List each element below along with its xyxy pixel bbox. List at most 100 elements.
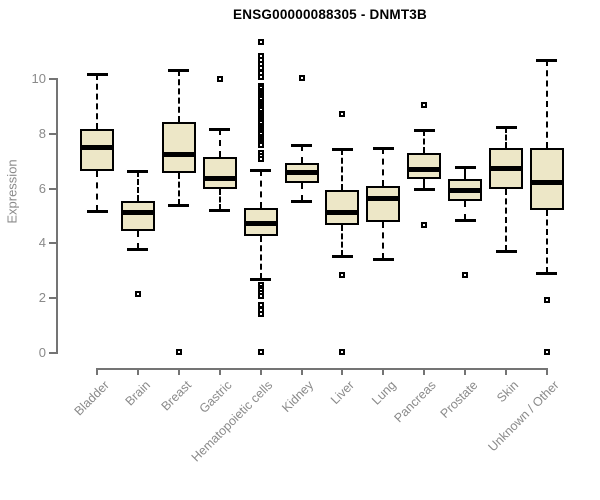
outlier-hematopoietic-cells — [257, 155, 264, 162]
cap-upper-liver — [331, 148, 353, 152]
cap-lower-liver — [331, 255, 353, 259]
whisker-upper-hematopoietic-cells — [259, 169, 262, 209]
cap-lower-prostate — [454, 219, 476, 223]
outlier-liver — [339, 349, 346, 355]
whisker-lower-bladder — [96, 171, 98, 211]
box-gastric — [202, 157, 237, 189]
whisker-upper-bladder — [96, 73, 98, 129]
outlier-hematopoietic-cells — [257, 73, 264, 80]
y-tick-mark — [49, 352, 56, 354]
x-tick-mark-gastric — [218, 368, 221, 375]
median-hematopoietic-cells — [243, 220, 278, 226]
cap-upper-breast — [168, 68, 190, 72]
whisker-lower-lung — [382, 221, 385, 259]
cap-upper-hematopoietic-cells — [250, 168, 272, 172]
whisker-lower-kidney — [300, 183, 303, 202]
cap-lower-gastric — [209, 208, 231, 212]
cap-lower-lung — [372, 257, 394, 261]
cap-lower-unknown-other — [536, 271, 558, 275]
box-breast — [161, 121, 196, 173]
whisker-upper-liver — [341, 149, 344, 191]
whisker-lower-gastric — [218, 188, 221, 210]
x-tick-mark-skin — [505, 368, 507, 375]
outlier-brain — [134, 291, 141, 298]
cap-upper-gastric — [209, 127, 231, 131]
chart-title: ENSG00000088305 - DNMT3B — [233, 7, 427, 22]
y-tick-mark — [49, 187, 56, 190]
category-label-lung: Lung — [368, 378, 399, 408]
y-tick-mark — [49, 78, 56, 80]
y-tick-mark — [49, 132, 56, 135]
whisker-lower-skin — [505, 188, 507, 251]
cap-upper-bladder — [86, 72, 108, 76]
y-tick-label: 2 — [38, 290, 46, 306]
whisker-upper-prostate — [464, 167, 467, 180]
x-tick-mark-breast — [177, 368, 180, 375]
whisker-lower-liver — [341, 224, 344, 257]
box-pancreas — [407, 153, 442, 180]
whisker-lower-pancreas — [423, 179, 426, 189]
x-tick-mark-lung — [382, 368, 385, 375]
whisker-lower-prostate — [464, 201, 467, 221]
whisker-upper-gastric — [218, 128, 221, 158]
cap-lower-pancreas — [413, 187, 435, 191]
median-breast — [161, 152, 196, 158]
whisker-upper-pancreas — [423, 130, 426, 154]
category-label-prostate: Prostate — [437, 378, 481, 421]
y-tick-mark — [49, 297, 56, 300]
x-tick-mark-bladder — [96, 368, 98, 375]
cap-lower-breast — [168, 204, 190, 208]
cap-upper-brain — [127, 170, 149, 174]
y-axis-line — [56, 78, 58, 354]
whisker-upper-skin — [505, 127, 507, 148]
y-tick-label: 10 — [31, 71, 46, 86]
y-tick-label: 6 — [38, 180, 46, 196]
category-label-bladder: Bladder — [71, 378, 112, 419]
outlier-breast — [175, 349, 182, 355]
median-kidney — [284, 170, 319, 176]
box-lung — [366, 186, 401, 222]
outlier-hematopoietic-cells — [257, 310, 264, 317]
outlier-unknown-other — [543, 296, 550, 303]
category-label-brain: Brain — [122, 378, 153, 409]
median-brain — [120, 209, 155, 215]
outlier-gastric — [216, 76, 223, 83]
median-unknown-other — [529, 179, 564, 185]
whisker-upper-kidney — [300, 145, 303, 163]
cap-upper-lung — [372, 146, 394, 150]
category-label-hematopoietic-cells: Hematopoietic cells — [188, 378, 276, 465]
cap-lower-kidney — [291, 200, 312, 204]
x-tick-mark-unknown-other — [545, 368, 548, 375]
median-liver — [325, 209, 360, 215]
x-tick-mark-hematopoietic-cells — [259, 368, 262, 375]
median-prostate — [448, 187, 483, 193]
whisker-lower-brain — [136, 231, 139, 250]
y-tick-label: 0 — [38, 345, 46, 360]
whisker-upper-brain — [136, 171, 139, 202]
box-brain — [120, 201, 155, 232]
cap-upper-skin — [495, 126, 517, 130]
whisker-upper-breast — [177, 69, 180, 122]
x-axis-line — [96, 368, 548, 370]
y-tick-label: 4 — [38, 235, 46, 251]
category-label-breast: Breast — [158, 378, 194, 414]
category-label-pancreas: Pancreas — [391, 378, 440, 426]
median-skin — [489, 165, 523, 171]
cap-lower-brain — [127, 248, 149, 252]
outlier-liver — [339, 272, 346, 279]
outlier-hematopoietic-cells — [257, 39, 264, 46]
x-tick-mark-kidney — [300, 368, 303, 375]
cap-upper-prostate — [454, 166, 476, 170]
cap-upper-pancreas — [413, 129, 435, 133]
box-unknown-other — [529, 147, 564, 210]
x-tick-mark-prostate — [464, 368, 467, 375]
outlier-prostate — [462, 272, 469, 279]
median-lung — [366, 196, 401, 202]
median-gastric — [202, 175, 237, 181]
outlier-pancreas — [421, 102, 428, 109]
cap-lower-skin — [495, 249, 517, 253]
outlier-hematopoietic-cells — [257, 142, 264, 149]
cap-upper-unknown-other — [536, 59, 558, 63]
whisker-lower-hematopoietic-cells — [259, 235, 262, 280]
